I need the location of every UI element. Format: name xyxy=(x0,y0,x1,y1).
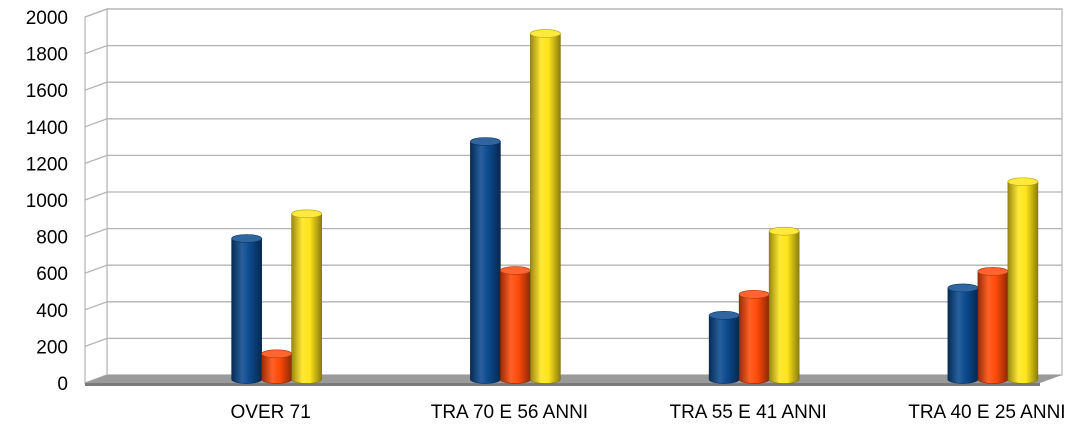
gridline xyxy=(84,81,1062,91)
bar xyxy=(947,283,979,384)
x-tick-label: OVER 71 xyxy=(231,402,311,423)
bar xyxy=(530,29,561,384)
gridline xyxy=(84,264,1062,274)
floor xyxy=(85,375,1062,383)
y-tick-label: 1400 xyxy=(26,118,68,139)
x-tick-label: TRA 55 E 41 ANNI xyxy=(669,402,826,423)
gridline xyxy=(84,44,1062,55)
bar xyxy=(977,267,1009,384)
y-tick-label: 1800 xyxy=(26,45,68,66)
bar xyxy=(500,266,531,384)
bar xyxy=(768,226,800,384)
bar xyxy=(261,349,292,384)
y-tick-label: 600 xyxy=(36,264,68,285)
bar xyxy=(231,234,262,384)
x-tick-label: TRA 70 E 56 ANNI xyxy=(431,402,588,423)
y-tick-label: 400 xyxy=(36,301,68,322)
y-tick-label: 200 xyxy=(36,337,68,358)
floor-edge xyxy=(85,383,1040,386)
bar xyxy=(738,290,770,384)
y-tick-label: 1600 xyxy=(26,81,68,102)
y-tick-label: 800 xyxy=(36,228,68,249)
gridline xyxy=(84,227,1062,238)
bar xyxy=(1007,177,1039,384)
y-tick-label: 1200 xyxy=(26,154,68,175)
y-tick-label: 2000 xyxy=(26,8,68,29)
bar xyxy=(708,311,740,384)
y-tick-label: 0 xyxy=(57,374,68,395)
x-tick-label: TRA 40 E 25 ANNI xyxy=(908,402,1065,423)
y-tick-label: 1000 xyxy=(26,191,68,212)
gridline xyxy=(84,154,1062,165)
gridline xyxy=(84,191,1062,201)
gridline xyxy=(84,118,1062,128)
bar xyxy=(470,137,501,384)
gridline xyxy=(84,8,1062,18)
bar xyxy=(291,209,322,384)
